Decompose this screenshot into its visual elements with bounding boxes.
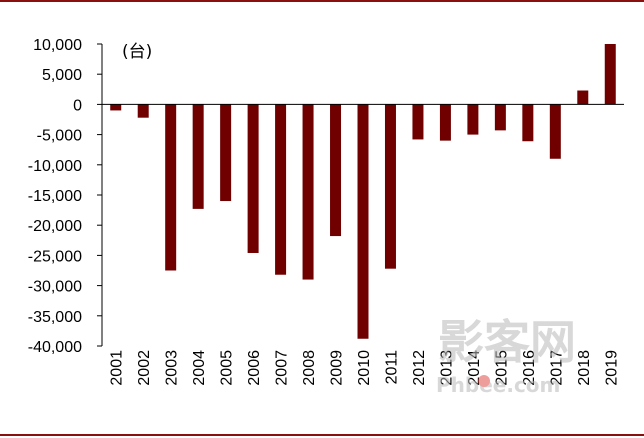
x-tick-label-2016: 2016 [521, 350, 538, 386]
y-tick-label: 0 [73, 97, 82, 114]
watermark: 影客网 Phbee.com [436, 315, 576, 397]
bar-2017 [549, 104, 561, 159]
x-tick-label-2008: 2008 [301, 350, 318, 386]
x-tick-label-2007: 2007 [274, 350, 291, 386]
bars-group [110, 44, 616, 339]
y-tick-label: -35,000 [28, 309, 82, 326]
x-tick-label-2004: 2004 [191, 350, 208, 386]
bar-2011 [384, 104, 396, 269]
x-tick-label-2017: 2017 [548, 350, 565, 386]
y-tick-label: -10,000 [28, 158, 82, 175]
bar-2003 [165, 104, 177, 271]
x-tick-label-2012: 2012 [411, 350, 428, 386]
bar-2004 [192, 104, 204, 209]
x-tick-label-2018: 2018 [576, 350, 593, 386]
bar-2006 [247, 104, 259, 253]
y-tick-label: -5,000 [37, 128, 82, 145]
watermark-url: Phbee.com [436, 373, 560, 397]
bar-2009 [330, 104, 342, 237]
y-tick-label: -15,000 [28, 188, 82, 205]
watermark-dot-icon [478, 375, 490, 387]
bar-2018 [577, 90, 589, 105]
top-frame-line [0, 0, 644, 2]
bar-2012 [412, 104, 424, 140]
unit-label: (台) [122, 42, 152, 62]
x-tick-label-2009: 2009 [329, 350, 346, 386]
bottom-frame-line [0, 434, 644, 436]
bar-2001 [110, 104, 122, 111]
bar-2016 [522, 104, 534, 142]
y-tick-label: -25,000 [28, 248, 82, 265]
x-tick-label-2015: 2015 [493, 350, 510, 386]
x-tick-label-2006: 2006 [246, 350, 263, 386]
x-tick-label-2014: 2014 [466, 350, 483, 386]
bar-2008 [302, 104, 314, 280]
y-tick-label: 10,000 [33, 37, 82, 54]
y-tick-label: 5,000 [42, 67, 82, 84]
y-ticks-group: 10,000 5,000 0 -5,000 -10,000 -15,000 -20,000 -… [28, 37, 102, 356]
watermark-text: 影客网 [438, 315, 576, 369]
x-tick-label-2013: 2013 [438, 350, 455, 386]
x-tick-label-2019: 2019 [603, 350, 620, 386]
bar-2005 [220, 104, 232, 202]
bar-2015 [494, 104, 506, 131]
bar-2014 [467, 104, 479, 135]
y-tick-label: -20,000 [28, 218, 82, 235]
bar-2019 [604, 44, 616, 105]
y-tick-label: -30,000 [28, 279, 82, 296]
bar-2007 [275, 104, 287, 275]
bar-2010 [357, 104, 369, 339]
x-tick-label-2003: 2003 [164, 350, 181, 386]
y-tick-label: -40,000 [28, 339, 82, 356]
x-tick-label-2010: 2010 [356, 350, 373, 386]
x-ticks-group: 2001 2002 2003 2004 2005 2006 2007 2008 2009 2010… [109, 350, 621, 386]
x-tick-label-2002: 2002 [136, 350, 153, 386]
x-tick-label-2005: 2005 [219, 350, 236, 386]
bar-2002 [137, 104, 149, 118]
bar-2013 [439, 104, 451, 141]
x-tick-label-2001: 2001 [109, 350, 126, 386]
x-tick-label-2011: 2011 [383, 350, 400, 385]
